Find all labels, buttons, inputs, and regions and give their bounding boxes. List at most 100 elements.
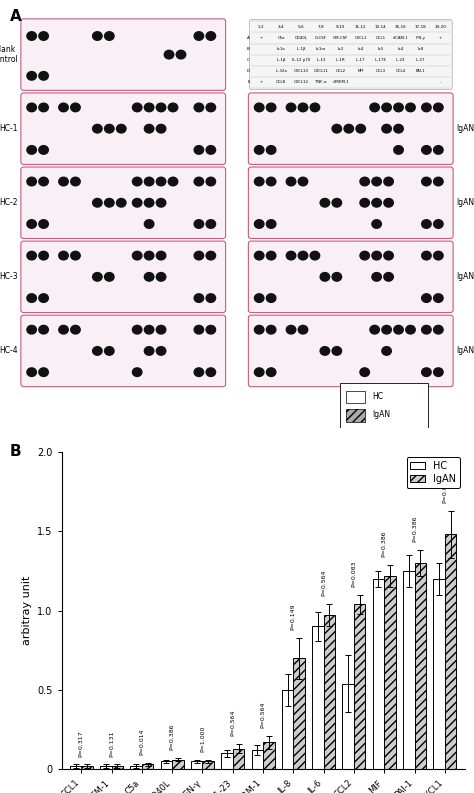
Circle shape [39, 71, 48, 80]
Circle shape [156, 178, 166, 186]
Bar [172, 760, 184, 769]
Circle shape [422, 220, 431, 228]
Text: b-8: b-8 [417, 47, 424, 51]
Bar [403, 571, 415, 769]
Bar [354, 604, 365, 769]
Circle shape [164, 50, 174, 59]
Text: b-5: b-5 [377, 47, 384, 51]
Text: CCL8: CCL8 [276, 80, 286, 84]
Circle shape [105, 347, 114, 355]
FancyBboxPatch shape [248, 241, 453, 312]
Circle shape [382, 347, 392, 355]
Circle shape [266, 103, 276, 112]
Text: GM-CSF: GM-CSF [333, 36, 348, 40]
Bar [384, 576, 396, 769]
Bar [233, 749, 244, 769]
Circle shape [286, 178, 296, 186]
Circle shape [332, 273, 342, 282]
Circle shape [71, 251, 80, 260]
Circle shape [370, 325, 379, 334]
Text: 3-4: 3-4 [278, 25, 284, 29]
FancyBboxPatch shape [249, 20, 452, 90]
Circle shape [27, 251, 36, 260]
Text: CCL1: CCL1 [375, 36, 386, 40]
Text: IgAN: IgAN [372, 411, 390, 419]
Text: P=0.083: P=0.083 [351, 561, 356, 587]
Circle shape [39, 32, 48, 40]
Bar [130, 766, 142, 769]
Circle shape [156, 125, 166, 133]
Circle shape [406, 103, 415, 112]
Bar [263, 742, 274, 769]
Text: IgAN-3: IgAN-3 [456, 272, 474, 282]
Circle shape [255, 220, 264, 228]
Circle shape [27, 103, 36, 112]
Text: P=0.564: P=0.564 [261, 702, 265, 728]
Bar [202, 761, 214, 769]
Circle shape [27, 220, 36, 228]
Text: P=0.317: P=0.317 [79, 730, 84, 757]
Circle shape [92, 347, 102, 355]
Circle shape [298, 325, 308, 334]
FancyBboxPatch shape [346, 409, 365, 422]
Circle shape [384, 273, 393, 282]
Circle shape [156, 103, 166, 112]
Circle shape [132, 325, 142, 334]
Circle shape [320, 347, 329, 355]
Text: P=0.149: P=0.149 [291, 603, 296, 630]
Circle shape [206, 293, 216, 302]
Text: C5a: C5a [277, 36, 285, 40]
Circle shape [384, 178, 393, 186]
Circle shape [422, 178, 431, 186]
Circle shape [105, 32, 114, 40]
Circle shape [39, 368, 48, 377]
Bar [445, 534, 456, 769]
Circle shape [27, 293, 36, 302]
Text: E: E [247, 80, 250, 84]
Circle shape [59, 325, 68, 334]
Text: IL-27: IL-27 [416, 58, 425, 62]
Circle shape [206, 325, 216, 334]
Circle shape [59, 103, 68, 112]
Text: MIF: MIF [357, 69, 364, 73]
Circle shape [372, 273, 382, 282]
Text: B: B [9, 444, 21, 459]
Circle shape [27, 325, 36, 334]
Circle shape [27, 368, 36, 377]
Circle shape [298, 251, 308, 260]
Circle shape [168, 103, 178, 112]
Circle shape [92, 125, 102, 133]
Text: IL-12 p70: IL-12 p70 [292, 58, 310, 62]
Circle shape [105, 125, 114, 133]
Circle shape [394, 103, 403, 112]
Text: b-4: b-4 [397, 47, 404, 51]
Text: IL-17: IL-17 [356, 58, 365, 62]
Bar [252, 750, 263, 769]
Circle shape [206, 146, 216, 154]
Text: HC-2: HC-2 [0, 198, 18, 207]
Y-axis label: arbitray unit: arbitray unit [22, 576, 32, 646]
Circle shape [206, 368, 216, 377]
Circle shape [27, 32, 36, 40]
Circle shape [384, 251, 393, 260]
Circle shape [132, 251, 142, 260]
Text: P=0.386: P=0.386 [382, 531, 387, 557]
Text: b-1a: b-1a [277, 47, 285, 51]
Circle shape [372, 178, 382, 186]
Text: P=0.386: P=0.386 [412, 516, 417, 542]
Text: 9-10: 9-10 [336, 25, 346, 29]
Text: IL-1R: IL-1R [336, 58, 346, 62]
Text: IL-13: IL-13 [316, 58, 326, 62]
Circle shape [356, 125, 365, 133]
FancyBboxPatch shape [21, 241, 226, 312]
Circle shape [422, 293, 431, 302]
Circle shape [422, 251, 431, 260]
Bar [433, 579, 445, 769]
Circle shape [71, 103, 80, 112]
Text: b-1ra: b-1ra [316, 47, 326, 51]
Text: 17-18: 17-18 [415, 25, 426, 29]
Circle shape [298, 103, 308, 112]
Circle shape [194, 293, 204, 302]
Text: CD40L: CD40L [294, 36, 308, 40]
FancyBboxPatch shape [21, 167, 226, 239]
